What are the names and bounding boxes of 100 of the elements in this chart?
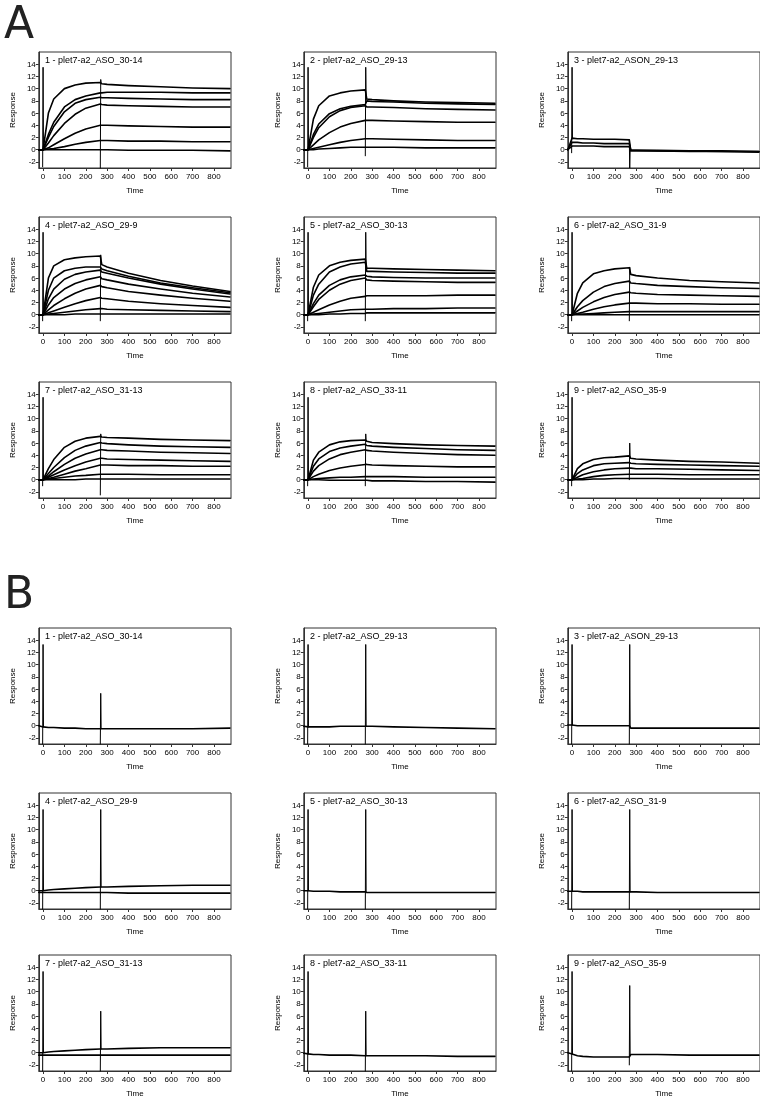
x-tick-label: 0: [569, 171, 575, 181]
x-tick-label: 700: [714, 171, 729, 181]
chart-title: 4 - plet7-a2_ASO_29-9: [45, 795, 138, 806]
x-tick-label: 600: [164, 171, 179, 181]
y-tick-label: 4: [296, 120, 302, 130]
y-tick-label: 4: [31, 285, 37, 295]
x-tick-label: 700: [450, 912, 465, 922]
y-tick-label: 14: [555, 800, 566, 810]
x-tick-label: 400: [650, 171, 665, 181]
y-tick-label: 4: [31, 1023, 37, 1033]
y-tick-label: -2: [557, 322, 566, 332]
x-tick-label: 700: [714, 912, 729, 922]
y-axis-title: Response: [272, 256, 282, 294]
y-tick-label: 14: [26, 224, 37, 234]
x-tick-label: 100: [322, 171, 337, 181]
y-tick-label: 14: [291, 59, 302, 69]
y-tick-label: 0: [560, 721, 566, 731]
y-tick-label: -2: [293, 322, 302, 332]
x-tick-label: 300: [629, 747, 644, 757]
x-tick-label: 0: [569, 336, 575, 346]
y-tick-label: 12: [555, 974, 566, 984]
x-tick-label: 0: [569, 747, 575, 757]
x-axis-title: Time: [391, 185, 410, 195]
x-tick-label: 400: [650, 747, 665, 757]
x-tick-label: 500: [408, 501, 423, 511]
y-axis-title: Response: [272, 667, 282, 705]
y-tick-label: -2: [557, 733, 566, 743]
x-tick-label: 600: [693, 501, 708, 511]
y-tick-label: 6: [31, 273, 37, 283]
y-tick-label: 14: [26, 59, 37, 69]
chart-title: 2 - plet7-a2_ASO_29-13: [310, 630, 408, 641]
x-tick-label: 200: [344, 912, 358, 922]
x-tick-label: 700: [714, 501, 729, 511]
x-tick-label: 300: [365, 501, 380, 511]
y-tick-label: 6: [296, 1011, 302, 1021]
x-tick-label: 700: [714, 1074, 729, 1084]
x-tick-label: 100: [586, 1074, 601, 1084]
y-tick-label: 14: [26, 389, 37, 399]
chart-title: 6 - plet7-a2_ASO_31-9: [574, 219, 667, 230]
y-tick-label: -2: [293, 487, 302, 497]
x-tick-label: 200: [79, 747, 93, 757]
y-tick-label: -2: [28, 898, 37, 908]
y-tick-label: -2: [293, 1060, 302, 1070]
y-tick-label: 10: [26, 660, 37, 670]
x-tick-label: 100: [57, 171, 72, 181]
x-tick-label: 800: [736, 336, 751, 346]
y-tick-label: 8: [296, 672, 302, 682]
x-tick-label: 700: [185, 912, 200, 922]
x-tick-label: 100: [322, 336, 337, 346]
x-tick-label: 700: [185, 747, 200, 757]
y-tick-label: 2: [560, 1035, 566, 1045]
x-tick-label: 200: [608, 1074, 622, 1084]
x-tick-label: 200: [344, 1074, 358, 1084]
x-tick-label: 300: [100, 747, 115, 757]
x-tick-label: 600: [429, 336, 444, 346]
x-tick-label: 400: [650, 1074, 665, 1084]
y-tick-label: 2: [560, 708, 566, 718]
x-tick-label: 800: [207, 501, 222, 511]
y-axis-title: Response: [536, 994, 546, 1032]
y-tick-label: 12: [26, 401, 37, 411]
x-tick-label: 800: [736, 1074, 751, 1084]
y-tick-label: 14: [555, 635, 566, 645]
x-tick-label: 100: [586, 171, 601, 181]
x-tick-label: 600: [693, 171, 708, 181]
y-tick-label: -2: [28, 322, 37, 332]
y-tick-label: 12: [555, 401, 566, 411]
x-tick-label: 600: [164, 336, 179, 346]
chart-title: 1 - plet7-a2_ASO_30-14: [45, 630, 143, 641]
x-tick-label: 200: [79, 1074, 93, 1084]
x-tick-label: 0: [40, 1074, 46, 1084]
y-tick-label: 10: [555, 249, 566, 259]
x-tick-label: 600: [429, 1074, 444, 1084]
x-tick-label: 200: [608, 747, 622, 757]
y-tick-label: 12: [555, 71, 566, 81]
x-tick-label: 500: [408, 912, 423, 922]
x-tick-label: 300: [629, 171, 644, 181]
y-tick-label: 14: [26, 800, 37, 810]
y-tick-label: 6: [296, 849, 302, 859]
x-tick-label: 700: [185, 336, 200, 346]
x-tick-label: 600: [164, 501, 179, 511]
x-tick-label: 0: [305, 501, 311, 511]
x-tick-label: 700: [185, 501, 200, 511]
x-tick-label: 700: [450, 1074, 465, 1084]
y-tick-label: 10: [26, 825, 37, 835]
y-axis-title: Response: [272, 832, 282, 870]
y-tick-label: 8: [296, 999, 302, 1009]
y-tick-label: 0: [296, 886, 302, 896]
x-tick-label: 500: [672, 171, 687, 181]
y-tick-label: 14: [555, 962, 566, 972]
x-tick-label: 600: [429, 171, 444, 181]
y-tick-label: 0: [31, 310, 37, 320]
chart-title: 1 - plet7-a2_ASO_30-14: [45, 54, 143, 65]
y-tick-label: 6: [560, 849, 566, 859]
y-tick-label: 8: [31, 96, 37, 106]
x-tick-label: 500: [143, 336, 158, 346]
y-tick-label: 6: [296, 108, 302, 118]
x-tick-label: 400: [650, 912, 665, 922]
x-tick-label: 200: [608, 171, 622, 181]
x-tick-label: 400: [121, 1074, 136, 1084]
x-tick-label: 500: [408, 171, 423, 181]
